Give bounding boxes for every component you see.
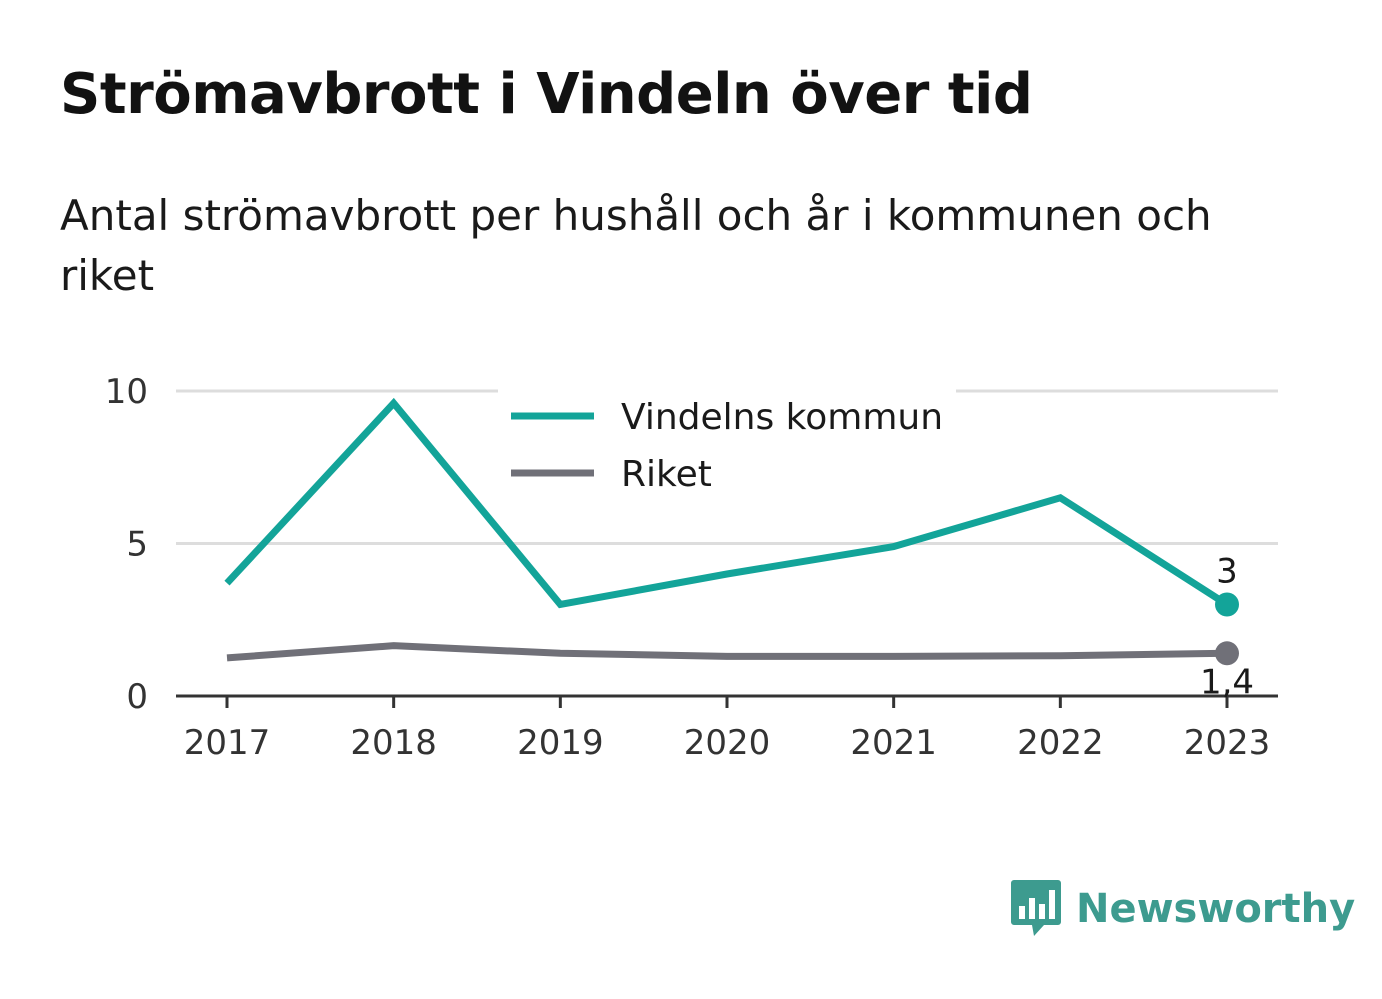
end-point-riket [1215, 641, 1239, 666]
brand-logo: Newsworthy [1010, 878, 1355, 940]
chart-title: Strömavbrott i Vindeln över tid [60, 62, 1033, 127]
x-tick-label-2023: 2023 [1184, 723, 1271, 763]
brand-name: Newsworthy [1076, 886, 1356, 932]
y-tick-label-10: 10 [105, 372, 148, 412]
x-tick-label-2021: 2021 [850, 723, 937, 763]
legend-label-vindeln: Vindelns kommun [621, 397, 943, 438]
x-tick-label-2018: 2018 [350, 723, 437, 763]
x-tick-label-2017: 2017 [184, 723, 271, 763]
end-label-riket: 1,4 [1200, 662, 1254, 702]
series-line-vindeln [224, 397, 1229, 609]
newsworthy-logo-icon [1011, 880, 1061, 936]
x-tick-label-2020: 2020 [684, 723, 771, 763]
x-tick-label-2019: 2019 [517, 723, 604, 763]
y-tick-label-5: 5 [126, 525, 148, 565]
end-label-vindeln: 3 [1216, 552, 1238, 592]
legend-background [498, 384, 956, 502]
legend-label-riket: Riket [621, 454, 712, 495]
y-tick-label-0: 0 [126, 677, 148, 717]
x-tick-label-2022: 2022 [1017, 723, 1104, 763]
series-line-riket [226, 642, 1228, 662]
chart-subtitle: Antal strömavbrott per hushåll och år i … [60, 191, 1212, 300]
end-point-vindeln [1215, 592, 1239, 617]
